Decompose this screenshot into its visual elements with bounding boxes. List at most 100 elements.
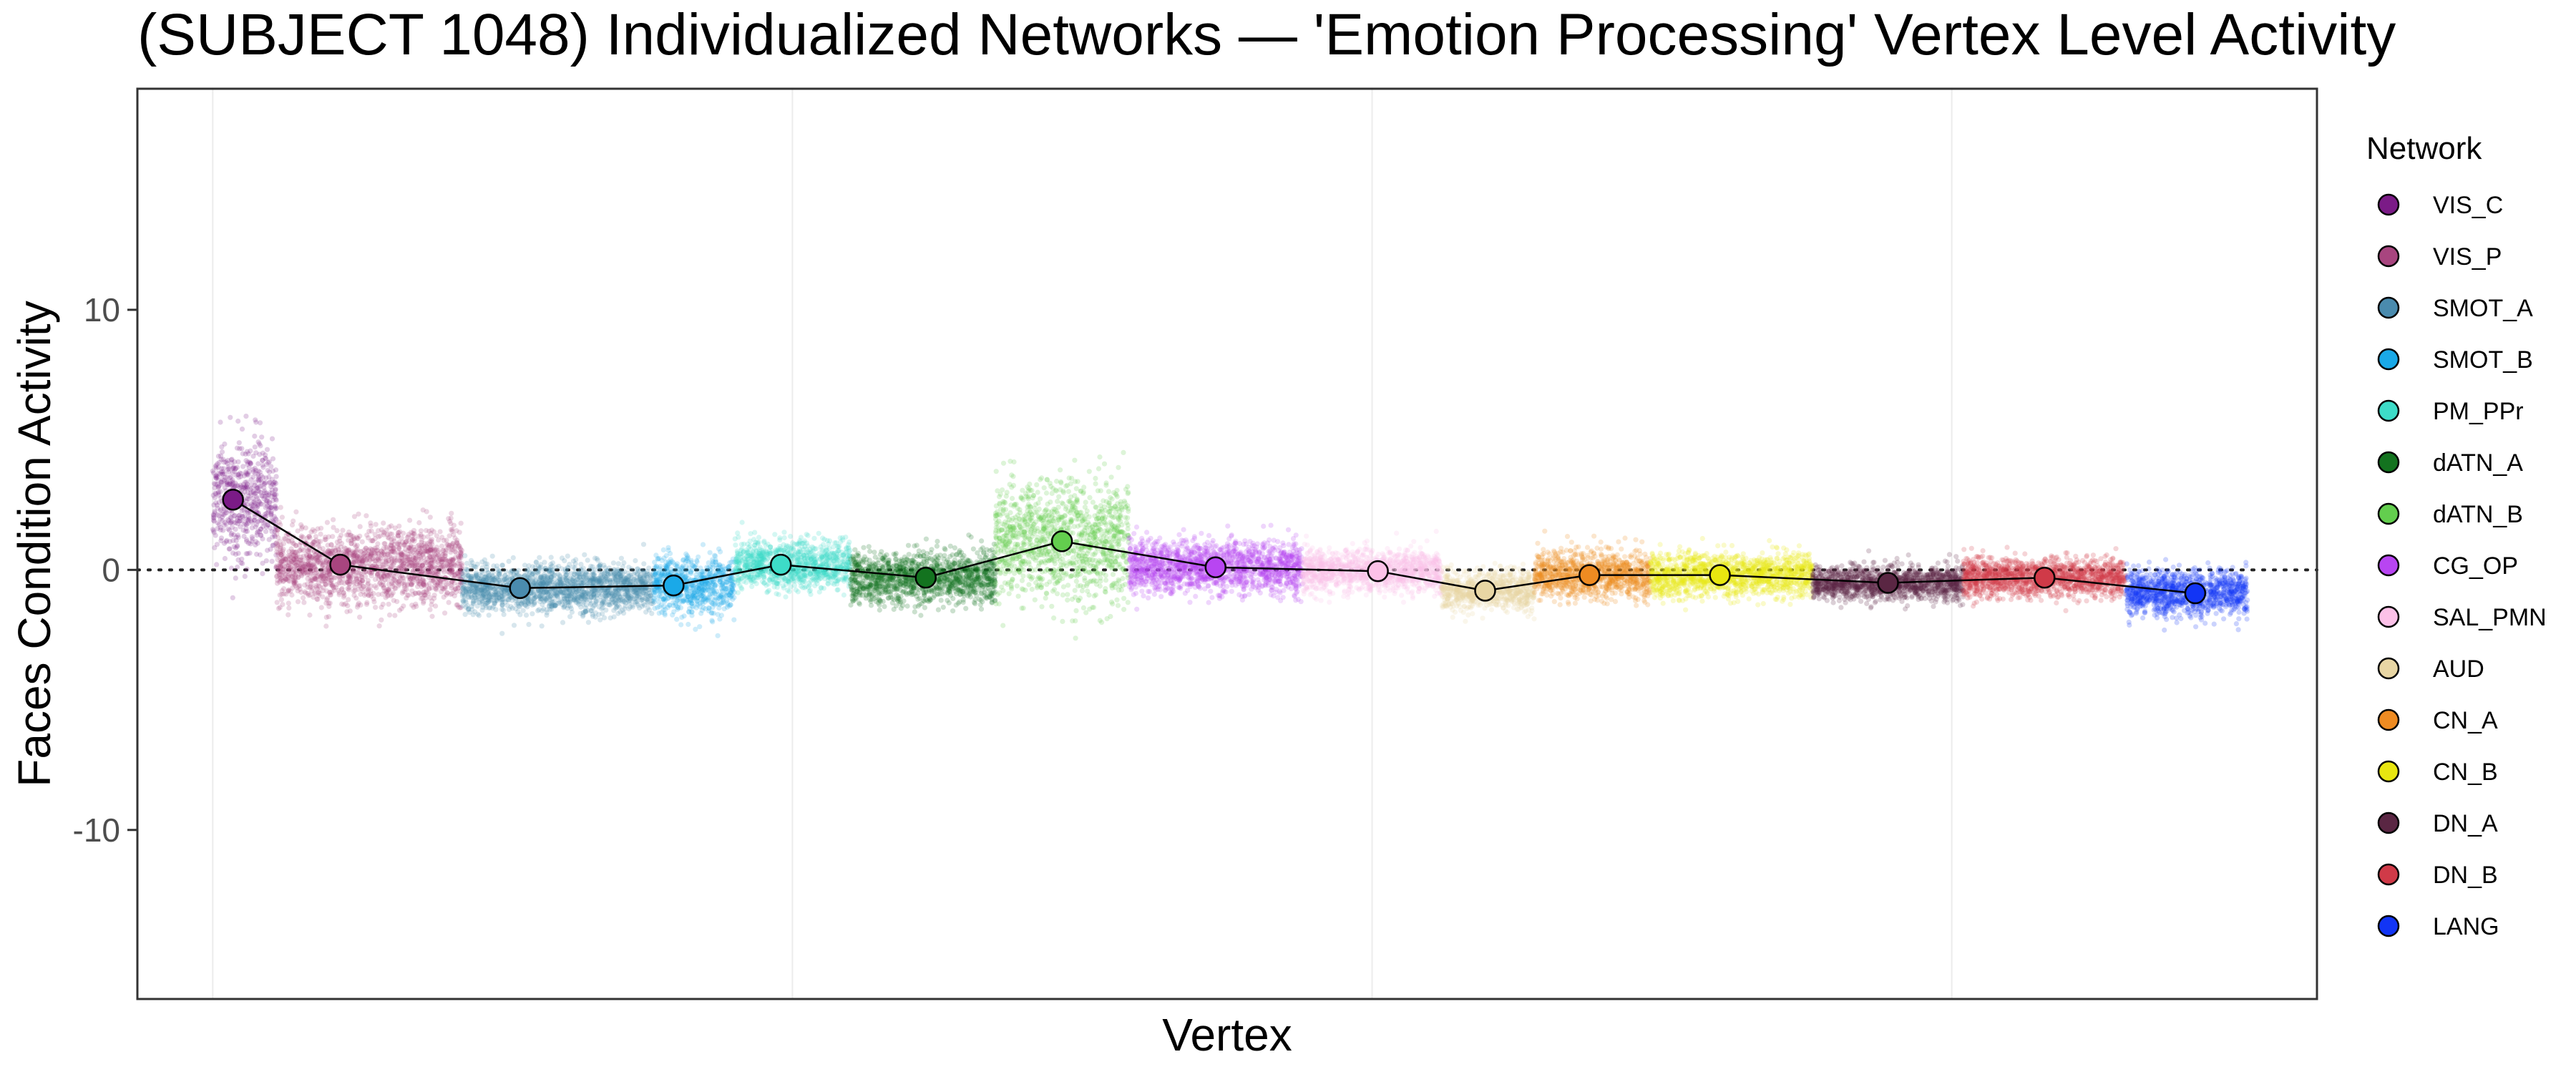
- scatter-point: [497, 570, 502, 575]
- scatter-point: [661, 547, 666, 552]
- scatter-point: [355, 543, 360, 548]
- scatter-point: [546, 567, 551, 572]
- scatter-point: [263, 512, 268, 517]
- scatter-point: [499, 631, 504, 636]
- scatter-point: [248, 502, 253, 507]
- scatter-point: [250, 496, 255, 501]
- scatter-point: [277, 520, 282, 525]
- scatter-point: [717, 602, 722, 607]
- scatter-point: [212, 481, 217, 486]
- scatter-point: [449, 529, 454, 534]
- scatter-point: [253, 483, 258, 488]
- scatter-point: [538, 596, 543, 601]
- scatter-point: [432, 593, 437, 598]
- scatter-point: [374, 522, 379, 527]
- scatter-point: [570, 565, 575, 570]
- scatter-point: [454, 540, 459, 545]
- scatter-point: [406, 535, 411, 540]
- scatter-point: [389, 523, 394, 528]
- scatter-point: [381, 574, 386, 579]
- scatter-point: [624, 587, 629, 592]
- scatter-point: [279, 563, 284, 568]
- scatter-point: [730, 582, 735, 587]
- scatter-point: [294, 585, 299, 590]
- scatter-point: [633, 558, 638, 563]
- scatter-point: [649, 611, 654, 616]
- scatter-point: [364, 600, 369, 605]
- scatter-point: [298, 557, 303, 562]
- scatter-point: [567, 614, 572, 619]
- scatter-point: [705, 580, 710, 585]
- scatter-point: [407, 518, 412, 523]
- scatter-point: [283, 572, 288, 577]
- scatter-point: [562, 603, 567, 608]
- scatter-point: [235, 544, 240, 549]
- scatter-point: [556, 564, 561, 569]
- scatter-point: [392, 613, 397, 618]
- scatter-point: [557, 580, 562, 585]
- scatter-point: [530, 564, 535, 569]
- scatter-point: [633, 600, 638, 605]
- scatter-point: [327, 572, 332, 577]
- scatter-point: [377, 623, 382, 628]
- scatter-point: [577, 575, 582, 580]
- scatter-point: [490, 554, 495, 559]
- scatter-point: [245, 494, 250, 499]
- scatter-point: [267, 469, 272, 474]
- scatter-point: [311, 527, 316, 532]
- scatter-point: [660, 569, 665, 574]
- scatter-point: [428, 555, 433, 560]
- scatter-point: [698, 584, 703, 589]
- scatter-point: [270, 559, 275, 564]
- scatter-point: [406, 545, 411, 550]
- scatter-point: [623, 593, 628, 598]
- scatter-point: [461, 598, 466, 603]
- scatter-point: [524, 613, 529, 618]
- scatter-point: [233, 520, 238, 525]
- scatter-point: [214, 562, 219, 567]
- scatter-point: [381, 565, 386, 570]
- scatter-point: [607, 602, 612, 607]
- scatter-point: [576, 599, 581, 604]
- scatter-point: [258, 552, 263, 557]
- scatter-point: [701, 542, 706, 547]
- scatter-point: [375, 541, 380, 546]
- scatter-point: [617, 604, 622, 609]
- scatter-point: [255, 461, 260, 466]
- scatter-point: [590, 614, 595, 619]
- scatter-point: [714, 589, 719, 594]
- scatter-point: [611, 608, 616, 613]
- scatter-point: [438, 529, 443, 534]
- scatter-point: [427, 607, 432, 612]
- scatter-point: [244, 537, 249, 542]
- scatter-point: [307, 613, 312, 618]
- scatter-point: [421, 507, 426, 512]
- scatter-point: [363, 550, 368, 555]
- scatter-point: [221, 466, 226, 471]
- scatter-point: [671, 603, 676, 608]
- scatter-group-VIS_P: [274, 505, 464, 629]
- scatter-point: [424, 588, 429, 593]
- scatter-point: [365, 582, 370, 587]
- scatter-point: [592, 571, 597, 576]
- scatter-point: [652, 600, 657, 605]
- scatter-point: [706, 560, 711, 565]
- scatter-point: [279, 597, 284, 602]
- scatter-point: [286, 600, 291, 605]
- scatter-point: [499, 562, 504, 567]
- scatter-point: [352, 588, 357, 593]
- scatter-point: [275, 600, 280, 605]
- scatter-point: [597, 579, 602, 584]
- scatter-point: [338, 532, 343, 537]
- scatter-point: [657, 610, 662, 615]
- scatter-point: [268, 547, 273, 552]
- scatter-point: [244, 517, 249, 522]
- scatter-point: [341, 590, 346, 595]
- scatter-point: [441, 552, 446, 557]
- scatter-point: [225, 482, 230, 487]
- scatter-point: [610, 597, 615, 602]
- scatter-point: [646, 565, 651, 570]
- scatter-point: [588, 564, 593, 569]
- scatter-point: [653, 590, 658, 595]
